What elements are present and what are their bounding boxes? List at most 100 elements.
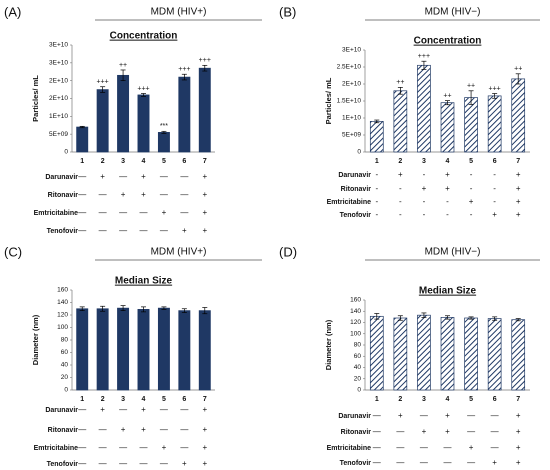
treatment-name: Tenofovir <box>340 460 372 467</box>
y-tick-label: 120 <box>57 312 68 319</box>
treatment-mark: + <box>202 172 207 181</box>
y-tick-label: 3E+10 <box>342 47 361 54</box>
treatment-mark: + <box>516 197 521 206</box>
treatment-mark: + <box>398 170 403 179</box>
significance-label: *** <box>160 123 168 130</box>
treatment-mark: + <box>422 427 427 436</box>
treatment-mark: + <box>422 184 427 193</box>
treatment-mark: — <box>444 458 452 467</box>
y-tick-label: 40 <box>61 362 69 369</box>
treatment-mark: — <box>99 425 107 434</box>
significance-label: +++ <box>489 85 501 92</box>
significance-label: +++ <box>97 79 109 86</box>
treatment-mark: — <box>78 405 86 414</box>
treatment-mark: — <box>373 411 381 420</box>
treatment-name: Ritonavir <box>341 429 372 436</box>
x-tick-label: 4 <box>142 396 146 403</box>
significance-label: ++ <box>514 66 522 73</box>
treatment-mark: + <box>141 405 146 414</box>
bar <box>440 102 455 153</box>
y-tick-label: 60 <box>61 349 69 356</box>
y-tick-label: 0 <box>357 387 361 394</box>
x-tick-label: 1 <box>80 158 84 165</box>
x-tick-label: 3 <box>121 158 125 165</box>
treatment-mark: + <box>445 427 450 436</box>
x-tick-label: 2 <box>398 158 402 165</box>
y-tick-label: 40 <box>354 364 362 371</box>
y-tick-label: 100 <box>57 324 68 331</box>
x-tick-label: 2 <box>101 158 105 165</box>
treatment-mark: — <box>160 190 168 199</box>
treatment-mark: — <box>78 172 86 181</box>
treatment-name: Tenofovir <box>47 461 79 468</box>
chart-subtitle: Median Size <box>115 276 173 287</box>
bar <box>393 90 408 153</box>
treatment-mark: — <box>491 411 499 420</box>
chart-subtitle: Median Size <box>419 286 477 297</box>
treatment-mark: — <box>99 459 107 468</box>
y-tick-label: 80 <box>61 337 69 344</box>
x-tick-label: 2 <box>398 396 402 403</box>
treatment-mark: — <box>420 458 428 467</box>
bar <box>511 319 526 391</box>
treatment-mark: - <box>446 197 449 206</box>
x-tick-label: 7 <box>516 158 520 165</box>
bar <box>417 64 431 153</box>
treatment-mark: + <box>516 443 521 452</box>
significance-label: ++ <box>467 83 475 90</box>
bar <box>198 67 211 153</box>
bar <box>487 318 502 391</box>
treatment-mark: — <box>467 458 475 467</box>
treatment-mark: + <box>182 459 187 468</box>
treatment-mark: — <box>140 208 148 217</box>
treatment-mark: + <box>121 425 126 434</box>
treatment-name: Ritonavir <box>48 427 79 434</box>
treatment-mark: — <box>420 411 428 420</box>
y-tick-label: 140 <box>57 299 68 306</box>
chart-title: MDM (HIV+) <box>151 247 207 258</box>
treatment-name: Emtricitabine <box>327 199 371 206</box>
treatment-mark: + <box>469 443 474 452</box>
treatment-mark: - <box>446 210 449 219</box>
bar <box>117 307 130 391</box>
x-tick-label: 1 <box>80 396 84 403</box>
treatment-mark: + <box>202 226 207 235</box>
treatment-mark: — <box>99 208 107 217</box>
treatment-mark: — <box>491 443 499 452</box>
treatment-mark: — <box>396 427 404 436</box>
bar <box>178 310 191 391</box>
bar <box>511 78 526 153</box>
treatment-mark: — <box>119 443 127 452</box>
x-tick-label: 5 <box>162 396 166 403</box>
y-tick-label: 2E+10 <box>342 81 361 88</box>
treatment-mark: + <box>445 411 450 420</box>
treatment-mark: + <box>516 210 521 219</box>
panel-label: (D) <box>279 244 297 259</box>
treatment-mark: + <box>100 172 105 181</box>
treatment-mark: — <box>180 443 188 452</box>
treatment-name: Emtricitabine <box>327 445 371 452</box>
treatment-mark: - <box>470 184 473 193</box>
x-tick-label: 5 <box>469 158 473 165</box>
treatment-mark: — <box>373 443 381 452</box>
x-tick-label: 1 <box>375 396 379 403</box>
chart-title: MDM (HIV+) <box>151 7 207 18</box>
treatment-mark: — <box>396 458 404 467</box>
bar <box>76 308 89 391</box>
bar <box>96 308 109 391</box>
treatment-mark: + <box>202 190 207 199</box>
x-tick-label: 4 <box>142 158 146 165</box>
treatment-mark: - <box>375 184 378 193</box>
treatment-mark: — <box>78 208 86 217</box>
bar <box>157 132 170 153</box>
treatment-mark: - <box>375 197 378 206</box>
significance-label: +++ <box>178 66 190 73</box>
treatment-mark: + <box>202 443 207 452</box>
treatment-mark: - <box>423 210 426 219</box>
bar <box>464 97 478 153</box>
x-tick-label: 4 <box>446 396 450 403</box>
bar <box>117 74 130 153</box>
treatment-mark: + <box>121 190 126 199</box>
treatment-mark: - <box>470 170 473 179</box>
y-tick-label: 140 <box>350 308 361 315</box>
